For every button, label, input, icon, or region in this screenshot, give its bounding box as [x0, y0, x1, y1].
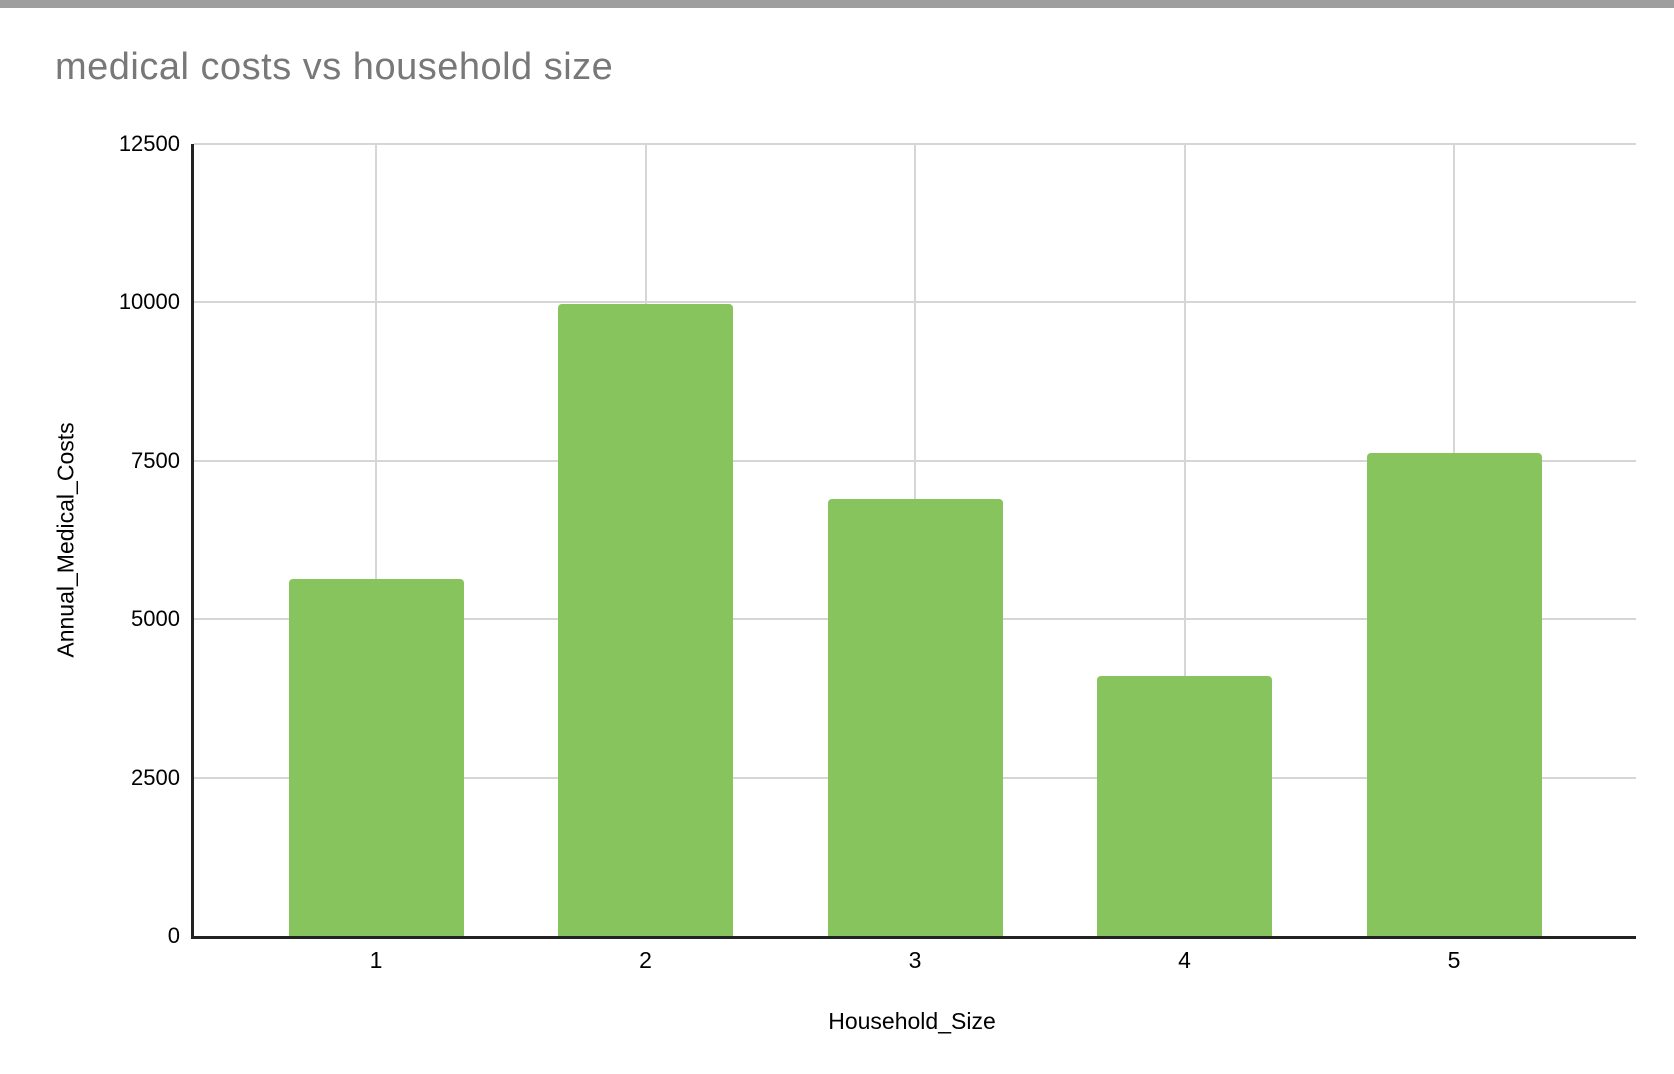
chart-title: medical costs vs household size: [55, 46, 614, 88]
bar-household-size-1[interactable]: [288, 579, 464, 936]
y-axis-tick-label: 10000: [118, 289, 180, 315]
bar-household-size-5[interactable]: [1366, 452, 1542, 936]
plot-area: 0 2500 5000 7500 10000 12500 1 2 3 4 5: [119, 133, 1636, 972]
vertical-gridline: [375, 144, 377, 936]
x-axis-tick-label: 1: [369, 947, 383, 973]
x-axis-tick-label: 2: [639, 947, 652, 973]
bar-household-size-4[interactable]: [1097, 675, 1272, 936]
y-axis-tick-label: 2500: [131, 764, 180, 790]
bar-household-size-2[interactable]: [558, 304, 733, 936]
y-axis-tick-label: 5000: [131, 606, 180, 632]
window-top-strip: [0, 0, 1674, 8]
x-axis-title: Household_Size: [828, 1008, 996, 1034]
y-axis-tick-label: 7500: [131, 447, 180, 473]
vertical-gridline: [1183, 144, 1186, 936]
y-axis-tick-label: 12500: [118, 131, 180, 156]
y-axis-title: Annual_Medical_Costs: [52, 422, 79, 658]
x-axis-tick-label: 4: [1178, 947, 1191, 973]
y-axis-tick-label: 0: [167, 923, 180, 948]
bar-household-size-3[interactable]: [827, 498, 1003, 936]
x-axis-tick-label: 3: [908, 947, 922, 973]
x-axis-tick-label: 5: [1447, 947, 1461, 973]
